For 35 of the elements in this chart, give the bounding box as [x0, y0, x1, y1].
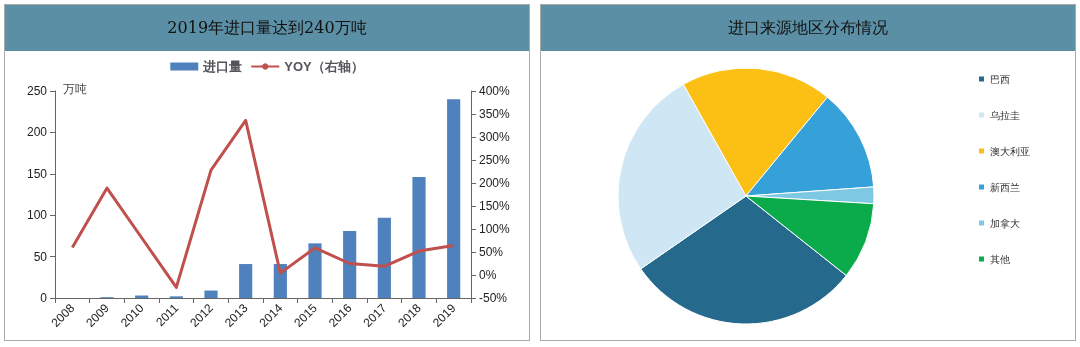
y2-tick-label: 50%: [479, 245, 504, 259]
y-tick-label: 50: [33, 249, 48, 264]
bar: [447, 99, 461, 298]
y-axis-title: 万吨: [63, 82, 87, 96]
bar: [377, 217, 391, 298]
y2-tick-label: 0%: [479, 268, 497, 282]
legend-label: 进口量: [202, 59, 243, 74]
y2-tick-label: -50%: [479, 291, 508, 305]
y2-tick-label: 100%: [479, 222, 511, 236]
y-tick-label: 200: [26, 125, 48, 140]
legend-label: 澳大利亚: [990, 145, 1030, 157]
bar: [412, 177, 426, 298]
bar: [204, 290, 218, 298]
line-series: [70, 118, 456, 289]
legend-label: 其他: [990, 253, 1010, 265]
chart-title: 进口来源地区分布情况: [541, 5, 1075, 51]
y2-tick-label: 250%: [479, 153, 511, 167]
legend-label: 新西兰: [990, 181, 1020, 193]
y2-tick-label: 200%: [479, 176, 511, 190]
bar: [308, 243, 322, 298]
legend-label: 加拿大: [990, 217, 1020, 229]
chart-title: 2019年进口量达到240万吨: [5, 5, 529, 51]
bar: [239, 264, 253, 298]
y2-tick-label: 350%: [479, 107, 511, 121]
y-tick-label: 250: [26, 84, 48, 98]
y2-tick-label: 400%: [479, 84, 511, 98]
legend-label: 乌拉圭: [990, 109, 1020, 121]
legend-label: YOY（右轴）: [284, 59, 364, 74]
y-tick-label: 150: [26, 166, 48, 181]
bar: [343, 230, 357, 298]
y-tick-label: 100: [26, 208, 48, 223]
y-tick-label: 0: [40, 291, 48, 305]
y2-tick-label: 300%: [479, 130, 511, 144]
legend-label: 巴西: [990, 73, 1010, 85]
y2-tick-label: 150%: [479, 199, 511, 213]
